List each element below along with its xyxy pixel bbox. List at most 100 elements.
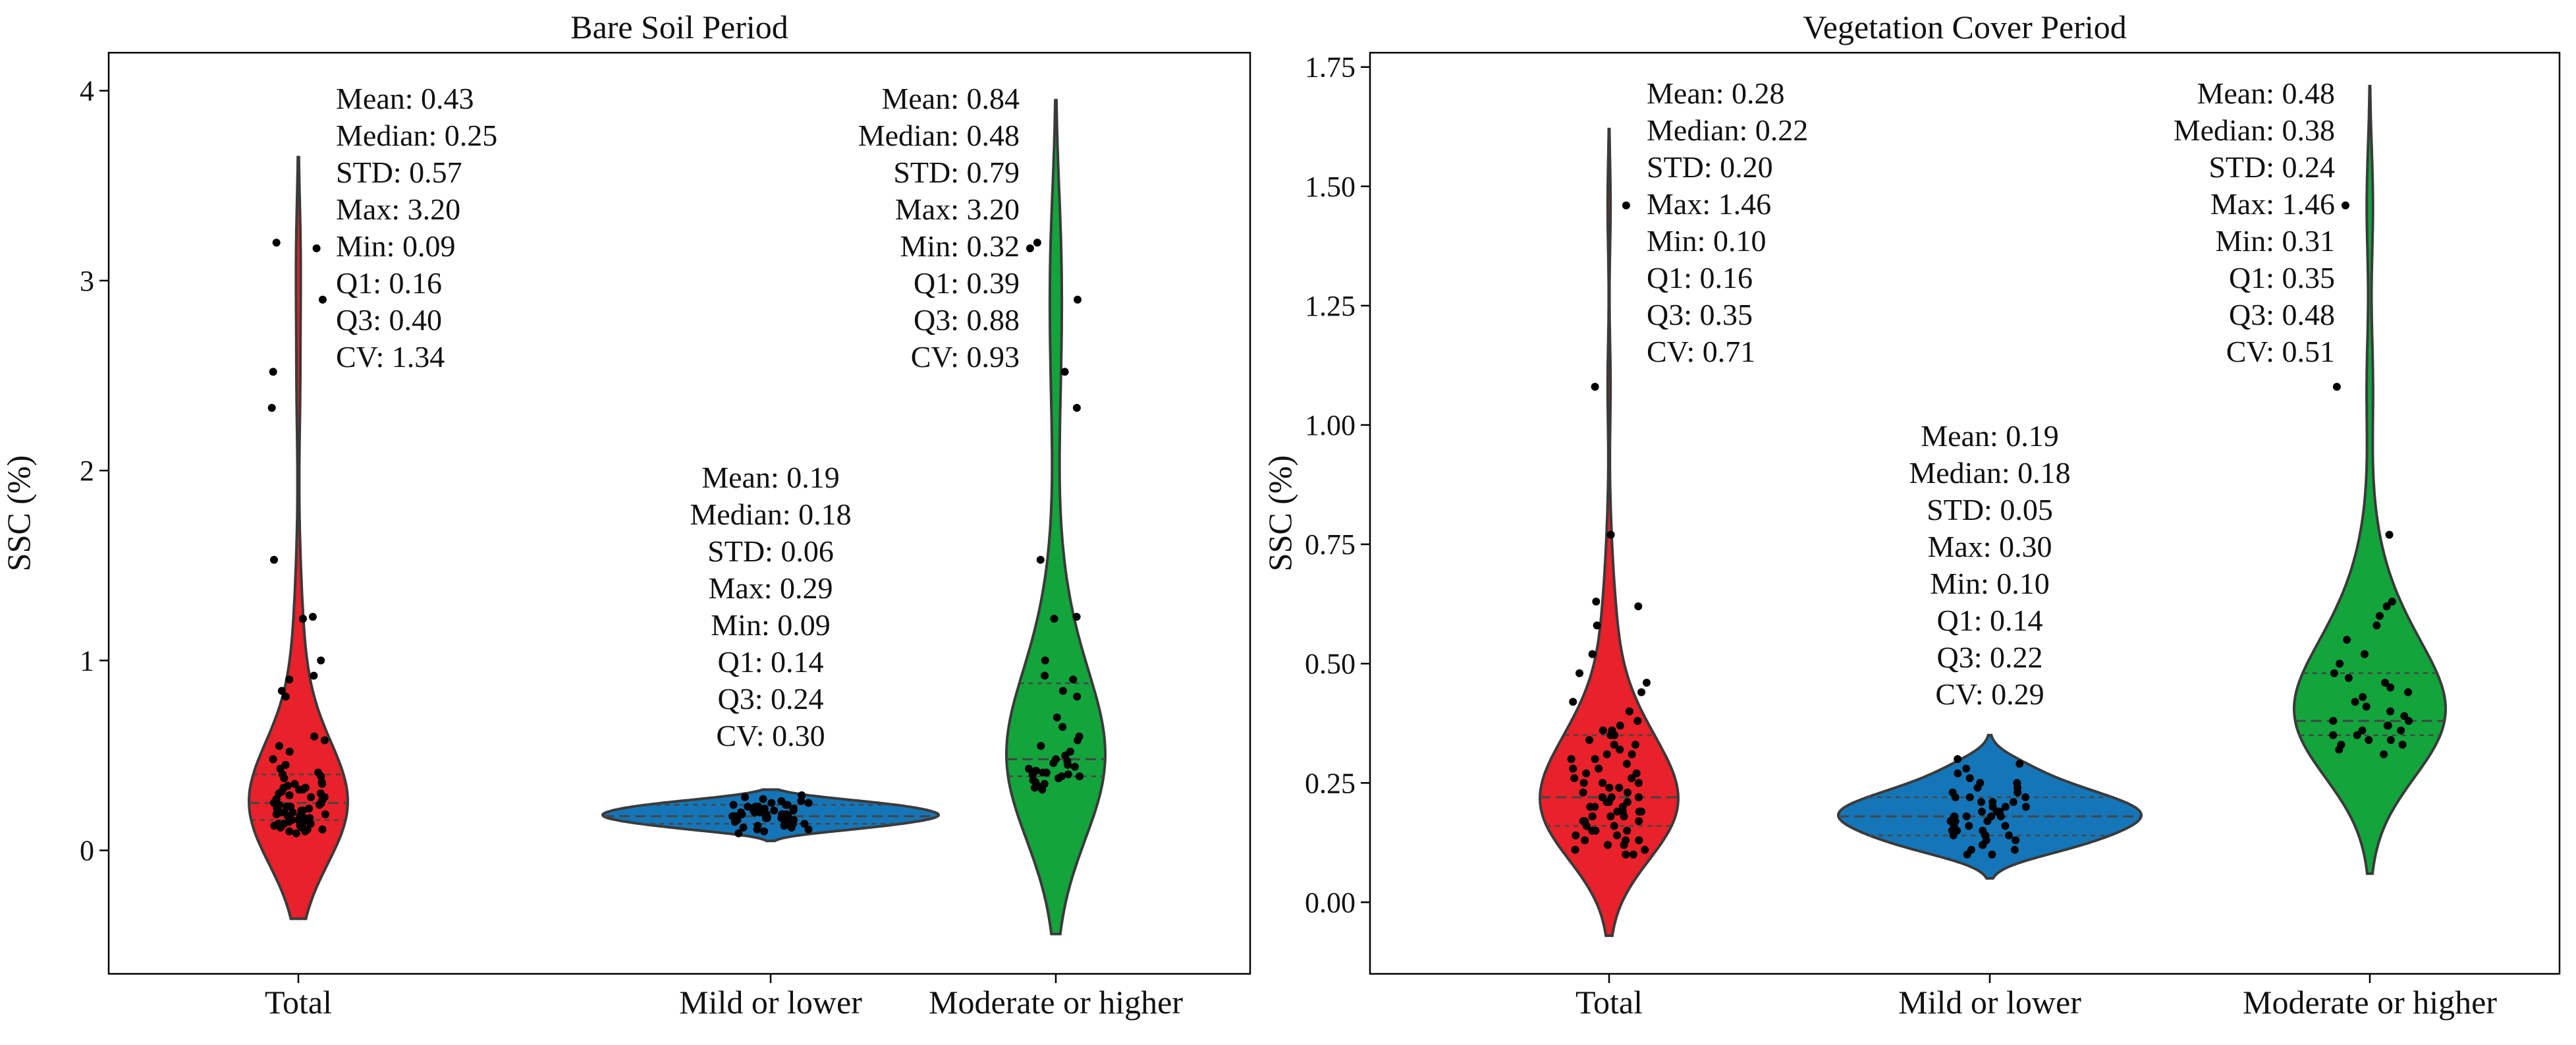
data-point bbox=[2329, 731, 2338, 739]
stat-label: Max: 0.29 bbox=[708, 571, 833, 605]
data-point bbox=[1626, 707, 1633, 716]
data-point bbox=[1633, 717, 1642, 725]
stat-label: Max: 0.30 bbox=[1927, 530, 2052, 563]
stat-label: Mean: 0.19 bbox=[1921, 419, 2059, 453]
data-point bbox=[1622, 836, 1630, 845]
data-point bbox=[1591, 383, 1599, 391]
data-point bbox=[1591, 826, 1600, 835]
data-point bbox=[2361, 650, 2369, 658]
data-point bbox=[1604, 841, 1612, 849]
data-point bbox=[2005, 831, 2014, 839]
data-point bbox=[1039, 768, 1047, 777]
data-point bbox=[1635, 817, 1643, 826]
data-point bbox=[1988, 850, 1996, 859]
data-point bbox=[741, 793, 749, 801]
data-point bbox=[763, 812, 771, 820]
stat-label: Q3: 0.22 bbox=[1937, 640, 2043, 674]
x-tick-label: Total bbox=[1576, 984, 1643, 1021]
plot-frame bbox=[1369, 51, 2561, 975]
data-point bbox=[2330, 669, 2338, 677]
data-point bbox=[1072, 613, 1081, 621]
data-point bbox=[1073, 692, 1082, 701]
data-point bbox=[2336, 660, 2344, 668]
y-tick-label: 1.50 bbox=[1305, 171, 1356, 203]
data-point bbox=[2015, 760, 2024, 768]
data-point bbox=[1569, 764, 1577, 773]
stat-label: STD: 0.57 bbox=[336, 155, 462, 189]
stat-label: STD: 0.79 bbox=[893, 155, 1020, 189]
data-point bbox=[1074, 736, 1082, 745]
data-point bbox=[782, 801, 790, 809]
data-point bbox=[1058, 687, 1067, 695]
stat-label: Min: 0.10 bbox=[1647, 224, 1766, 258]
data-point bbox=[272, 810, 281, 818]
stat-label: Min: 0.32 bbox=[900, 229, 1020, 263]
data-point bbox=[2388, 598, 2396, 606]
stat-label: Q1: 0.16 bbox=[336, 266, 442, 300]
data-point bbox=[312, 244, 321, 252]
data-point bbox=[2343, 636, 2351, 644]
stat-label: Min: 0.09 bbox=[336, 229, 455, 263]
data-point bbox=[2335, 745, 2343, 754]
stat-label: Mean: 0.48 bbox=[2197, 76, 2335, 110]
y-tick-label: 1.00 bbox=[1305, 409, 1356, 441]
stat-label: Max: 1.46 bbox=[1647, 187, 1771, 221]
data-point bbox=[1036, 555, 1045, 564]
data-point bbox=[307, 793, 315, 801]
data-point bbox=[800, 820, 809, 828]
data-point bbox=[292, 829, 300, 837]
data-point bbox=[759, 795, 767, 803]
data-point bbox=[1028, 770, 1037, 779]
data-point bbox=[1635, 793, 1643, 801]
stat-label: Min: 0.31 bbox=[2216, 224, 2335, 258]
y-axis-label: SSC (%) bbox=[0, 455, 37, 571]
x-tick-label: Total bbox=[265, 984, 332, 1021]
data-point bbox=[739, 824, 748, 832]
data-point bbox=[270, 555, 278, 564]
data-point bbox=[305, 805, 314, 813]
data-point bbox=[275, 789, 283, 798]
data-point bbox=[1635, 807, 1643, 816]
data-point bbox=[782, 810, 790, 818]
data-point bbox=[2382, 602, 2391, 611]
data-point bbox=[767, 799, 776, 807]
data-point bbox=[1623, 760, 1631, 768]
y-tick-label: 0.75 bbox=[1305, 528, 1356, 561]
data-point bbox=[754, 803, 763, 811]
data-point bbox=[1634, 779, 1643, 787]
data-point bbox=[798, 791, 806, 799]
data-point bbox=[1965, 822, 1973, 830]
data-point bbox=[275, 742, 283, 750]
data-point bbox=[2342, 201, 2349, 210]
data-point bbox=[1613, 807, 1622, 816]
data-point bbox=[1076, 772, 1083, 781]
data-point bbox=[285, 791, 294, 799]
data-point bbox=[1635, 836, 1643, 845]
data-point bbox=[770, 806, 779, 815]
data-point bbox=[1632, 769, 1641, 777]
data-point bbox=[298, 814, 307, 822]
data-point bbox=[1581, 836, 1589, 845]
data-point bbox=[2001, 803, 2010, 811]
data-point bbox=[1582, 769, 1591, 777]
violin-body bbox=[2293, 84, 2447, 875]
data-point bbox=[1050, 615, 1058, 623]
data-point bbox=[2353, 731, 2361, 739]
data-point bbox=[301, 827, 310, 835]
data-point bbox=[2001, 822, 2010, 830]
data-point bbox=[1026, 244, 1034, 252]
data-point bbox=[1064, 770, 1072, 779]
data-point bbox=[277, 687, 286, 695]
data-point bbox=[1579, 779, 1588, 787]
data-point bbox=[1962, 812, 1971, 820]
data-point bbox=[1973, 783, 1982, 792]
data-point bbox=[318, 779, 326, 788]
data-point bbox=[272, 239, 281, 247]
data-point bbox=[1641, 845, 1649, 854]
data-point bbox=[317, 656, 325, 665]
data-point bbox=[283, 803, 291, 811]
stat-label: Max: 1.46 bbox=[2210, 187, 2335, 221]
stat-label: CV: 0.93 bbox=[911, 340, 1020, 374]
y-tick-label: 0.25 bbox=[1305, 767, 1356, 799]
